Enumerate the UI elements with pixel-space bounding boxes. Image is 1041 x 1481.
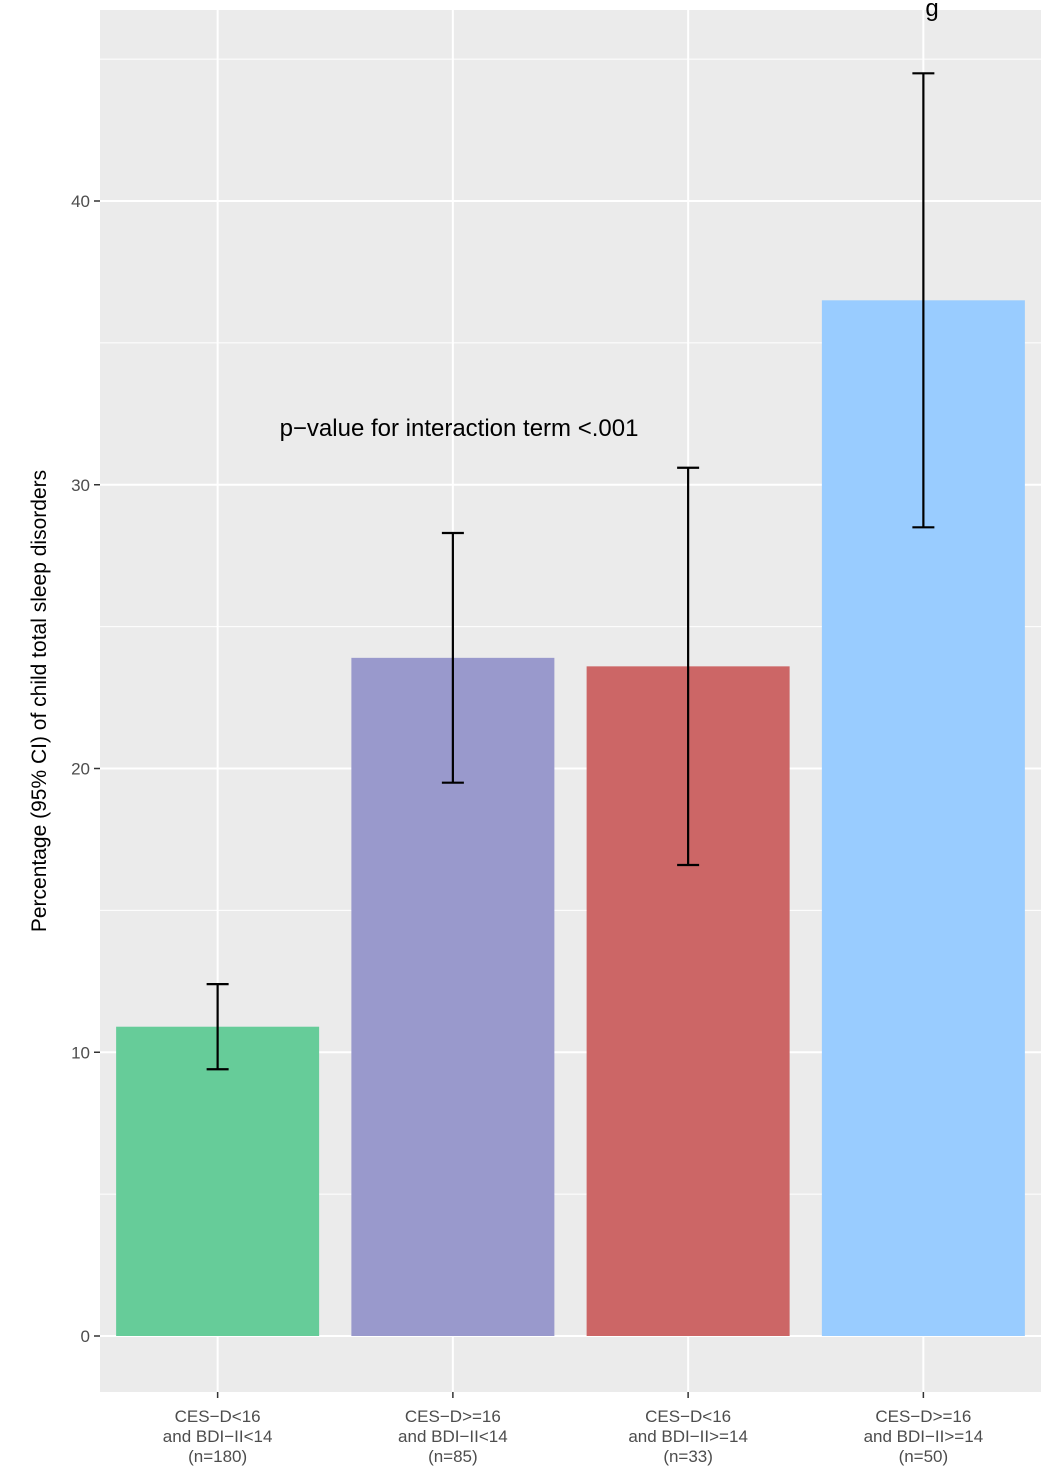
error-bar xyxy=(441,531,464,784)
error-bars xyxy=(206,72,935,1071)
x-axis: CES−D<16 and BDI−II<14 (n=180) CES−D>=16 and… xyxy=(163,1392,983,1466)
error-bar xyxy=(206,983,229,1071)
x-tick-label: CES−D>=16 and BDI−II>=14 (n=50) xyxy=(864,1407,984,1466)
error-bar xyxy=(912,72,935,529)
y-axis-title: Percentage (95% CI) of child total sleep… xyxy=(28,470,51,932)
y-tick-label: 0 xyxy=(81,1327,90,1346)
y-tick-label: 30 xyxy=(71,476,90,495)
annotation-text: p−value for interaction term <.001 xyxy=(280,415,639,442)
bars xyxy=(116,300,1025,1336)
bar xyxy=(116,1026,320,1336)
chart-title: g xyxy=(925,0,938,22)
y-tick-label: 20 xyxy=(71,760,90,779)
x-tick-label: CES−D<16 and BDI−II>=14 (n=33) xyxy=(628,1407,748,1466)
error-bar xyxy=(677,466,700,867)
x-tick-label: CES−D>=16 and BDI−II<14 (n=85) xyxy=(398,1407,508,1466)
y-tick-label: 10 xyxy=(71,1043,90,1062)
x-tick-label: CES−D<16 and BDI−II<14 (n=180) xyxy=(163,1407,273,1466)
y-axis: 0 10 20 30 40 xyxy=(71,192,100,1346)
y-tick-label: 40 xyxy=(71,192,90,211)
